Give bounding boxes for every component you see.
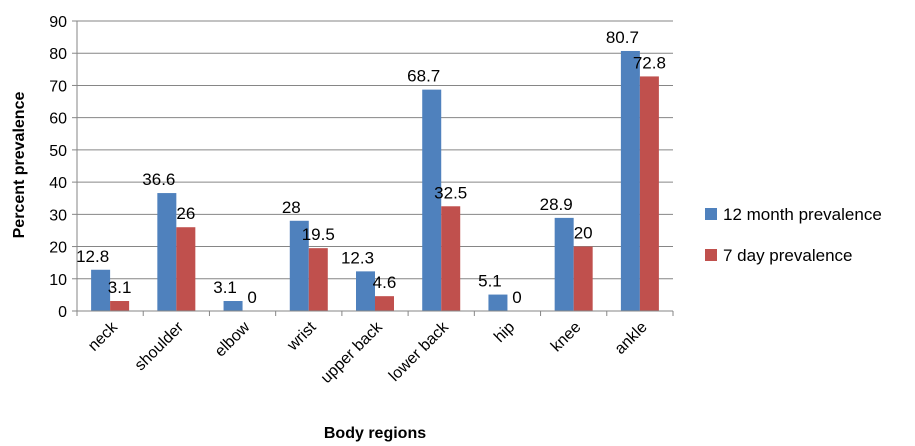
y-axis-title: Percent prevalence: [11, 92, 28, 239]
bar-twelve-month: [289, 220, 309, 311]
y-tick-label: 50: [49, 143, 67, 160]
y-tick-label: 80: [49, 46, 67, 63]
bar-seven-day: [308, 248, 328, 311]
data-label: 3.1: [108, 278, 132, 297]
category-label: ankle: [612, 319, 651, 358]
y-tick-label: 30: [49, 207, 67, 224]
bar-twelve-month: [554, 217, 574, 311]
data-label: 80.7: [606, 28, 639, 47]
data-label: 36.6: [142, 170, 175, 189]
bar-seven-day: [375, 296, 394, 311]
data-label: 12.3: [341, 248, 374, 267]
bar-seven-day: [441, 206, 461, 311]
category-label: elbow: [212, 318, 254, 360]
bars: [91, 50, 659, 311]
legend-label: 7 day prevalence: [723, 246, 852, 265]
data-label: 0: [247, 288, 256, 307]
data-label: 72.8: [633, 53, 666, 72]
bar-seven-day: [110, 301, 130, 311]
data-label: 12.8: [76, 247, 109, 266]
data-label: 5.1: [478, 272, 502, 291]
data-label: 68.7: [407, 67, 440, 86]
legend-swatch: [705, 249, 717, 261]
bar-twelve-month: [157, 193, 177, 311]
axes: [76, 21, 674, 316]
y-tick-label: 10: [49, 272, 67, 289]
category-label: hip: [491, 319, 518, 346]
category-label: neck: [85, 318, 122, 355]
category-label: lower back: [386, 318, 453, 385]
data-label: 26: [176, 204, 195, 223]
category-label: knee: [548, 319, 585, 356]
data-label: 3.1: [213, 278, 237, 297]
data-label: 20: [574, 224, 593, 243]
y-tick-labels: 0 10 20 30 40 50 60 70 80 90: [49, 14, 77, 321]
y-tick-label: 70: [49, 78, 67, 95]
y-tick-label: 60: [49, 111, 67, 128]
y-tick-label: 40: [49, 175, 67, 192]
category-label: shoulder: [132, 318, 188, 374]
y-tick-label: 90: [49, 14, 67, 31]
y-tick-label: 0: [58, 304, 67, 321]
data-label: 19.5: [302, 225, 335, 244]
category-label: upper back: [318, 318, 387, 387]
bar-twelve-month: [488, 294, 508, 311]
bar-twelve-month: [422, 89, 442, 311]
legend-label: 12 month prevalence: [723, 205, 882, 224]
data-label: 28.9: [540, 195, 573, 214]
bar-seven-day: [573, 246, 593, 311]
x-axis-title: Body regions: [324, 425, 426, 442]
bar-seven-day: [639, 76, 659, 311]
data-label: 32.5: [434, 183, 467, 202]
bar-twelve-month: [356, 271, 375, 311]
y-tick-label: 20: [49, 240, 67, 257]
category-label: wrist: [284, 318, 320, 354]
bar-twelve-month: [91, 269, 111, 311]
legend-swatch: [705, 208, 717, 220]
legend: 12 month prevalence 7 day prevalence: [705, 205, 882, 265]
bar-twelve-month: [223, 301, 243, 311]
bar-seven-day: [176, 227, 196, 311]
data-label: 28: [282, 198, 301, 217]
bar-twelve-month: [620, 50, 640, 311]
data-label: 0: [512, 288, 521, 307]
data-label: 4.6: [373, 273, 397, 292]
